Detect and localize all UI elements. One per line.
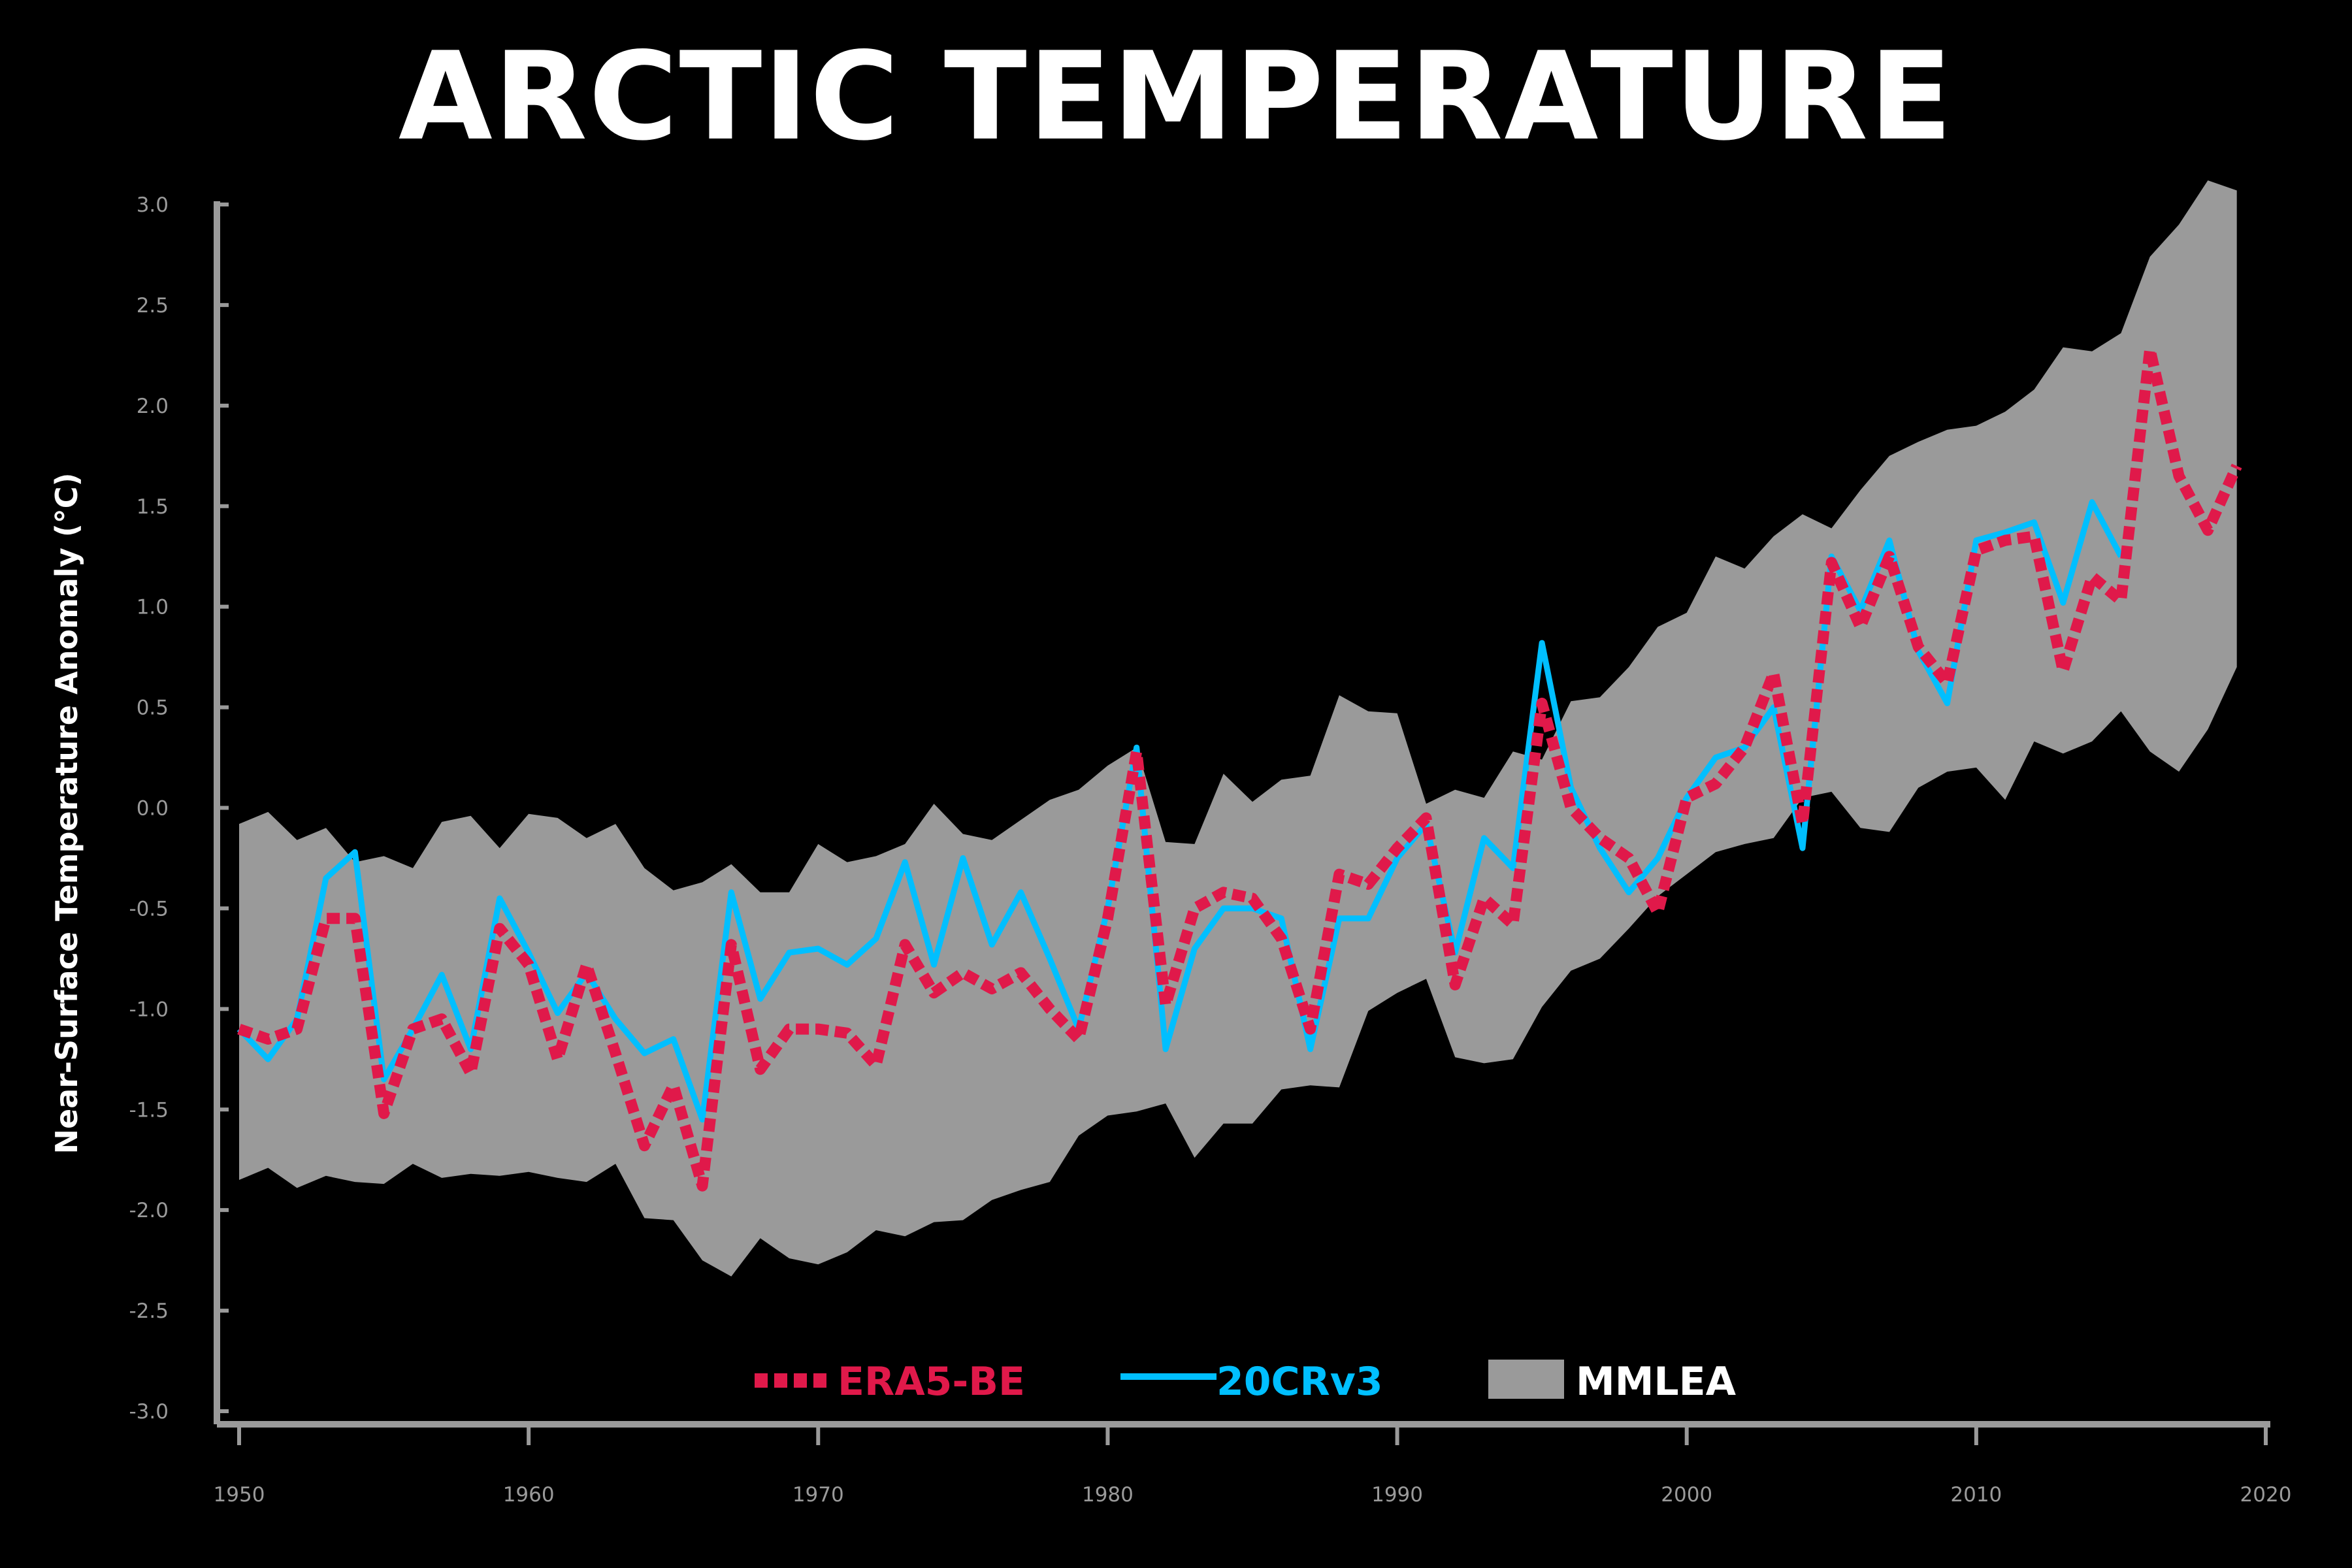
series-lines-layer xyxy=(237,344,2242,1192)
legend-mmlea-label: MMLEA xyxy=(1576,1359,1737,1405)
legend-20crv3-label: 20CRv3 xyxy=(1217,1359,1383,1405)
y-tick-label: -3.0 xyxy=(129,1400,169,1424)
y-tick-label: -2.5 xyxy=(129,1299,169,1323)
x-tick-label: 2000 xyxy=(1661,1483,1712,1507)
x-ticks-layer: 1950 1960 1970 1980 1990 2000 2010 2020 xyxy=(214,1424,2292,1507)
legend-era5-label: ERA5-BE xyxy=(838,1359,1025,1405)
y-axis-title: Near-Surface Temperature Anomaly (°C) xyxy=(49,473,84,1154)
series-line-era5-be xyxy=(237,344,2242,1192)
x-tick-label: 2010 xyxy=(1950,1483,2002,1507)
y-tick-label: -2.0 xyxy=(129,1199,169,1222)
y-tick-label: -1.5 xyxy=(129,1098,169,1122)
y-tick-label: 1.5 xyxy=(137,495,169,519)
mmlea-band xyxy=(239,180,2237,1277)
chart-title: ARCTIC TEMPERATURE xyxy=(398,25,1954,167)
y-tick-label: 2.0 xyxy=(137,395,169,418)
y-tick-label: 2.5 xyxy=(137,294,169,318)
y-tick-label: 3.0 xyxy=(137,193,169,217)
y-tick-label: -1.0 xyxy=(129,998,169,1021)
y-ticks-layer: 3.0 2.5 2.0 1.5 1.0 0.5 0.0 -0.5 -1.0 -1.5 -2.0 -2.… xyxy=(129,193,229,1424)
legend: ERA5-BE 20CRv3 MMLEA xyxy=(755,1359,1737,1405)
x-tick-label: 1950 xyxy=(214,1483,265,1507)
x-tick-label: 1990 xyxy=(1371,1483,1423,1507)
x-tick-label: 1970 xyxy=(792,1483,844,1507)
x-tick-label: 2020 xyxy=(2240,1483,2292,1507)
x-tick-label: 1960 xyxy=(503,1483,555,1507)
legend-mmlea-swatch xyxy=(1488,1360,1564,1399)
y-tick-label: 1.0 xyxy=(137,596,169,619)
y-tick-label: 0.5 xyxy=(137,696,169,720)
y-tick-label: 0.0 xyxy=(137,797,169,821)
mmlea-band-layer xyxy=(239,180,2237,1277)
y-tick-label: -0.5 xyxy=(129,897,169,921)
x-tick-label: 1980 xyxy=(1082,1483,1134,1507)
